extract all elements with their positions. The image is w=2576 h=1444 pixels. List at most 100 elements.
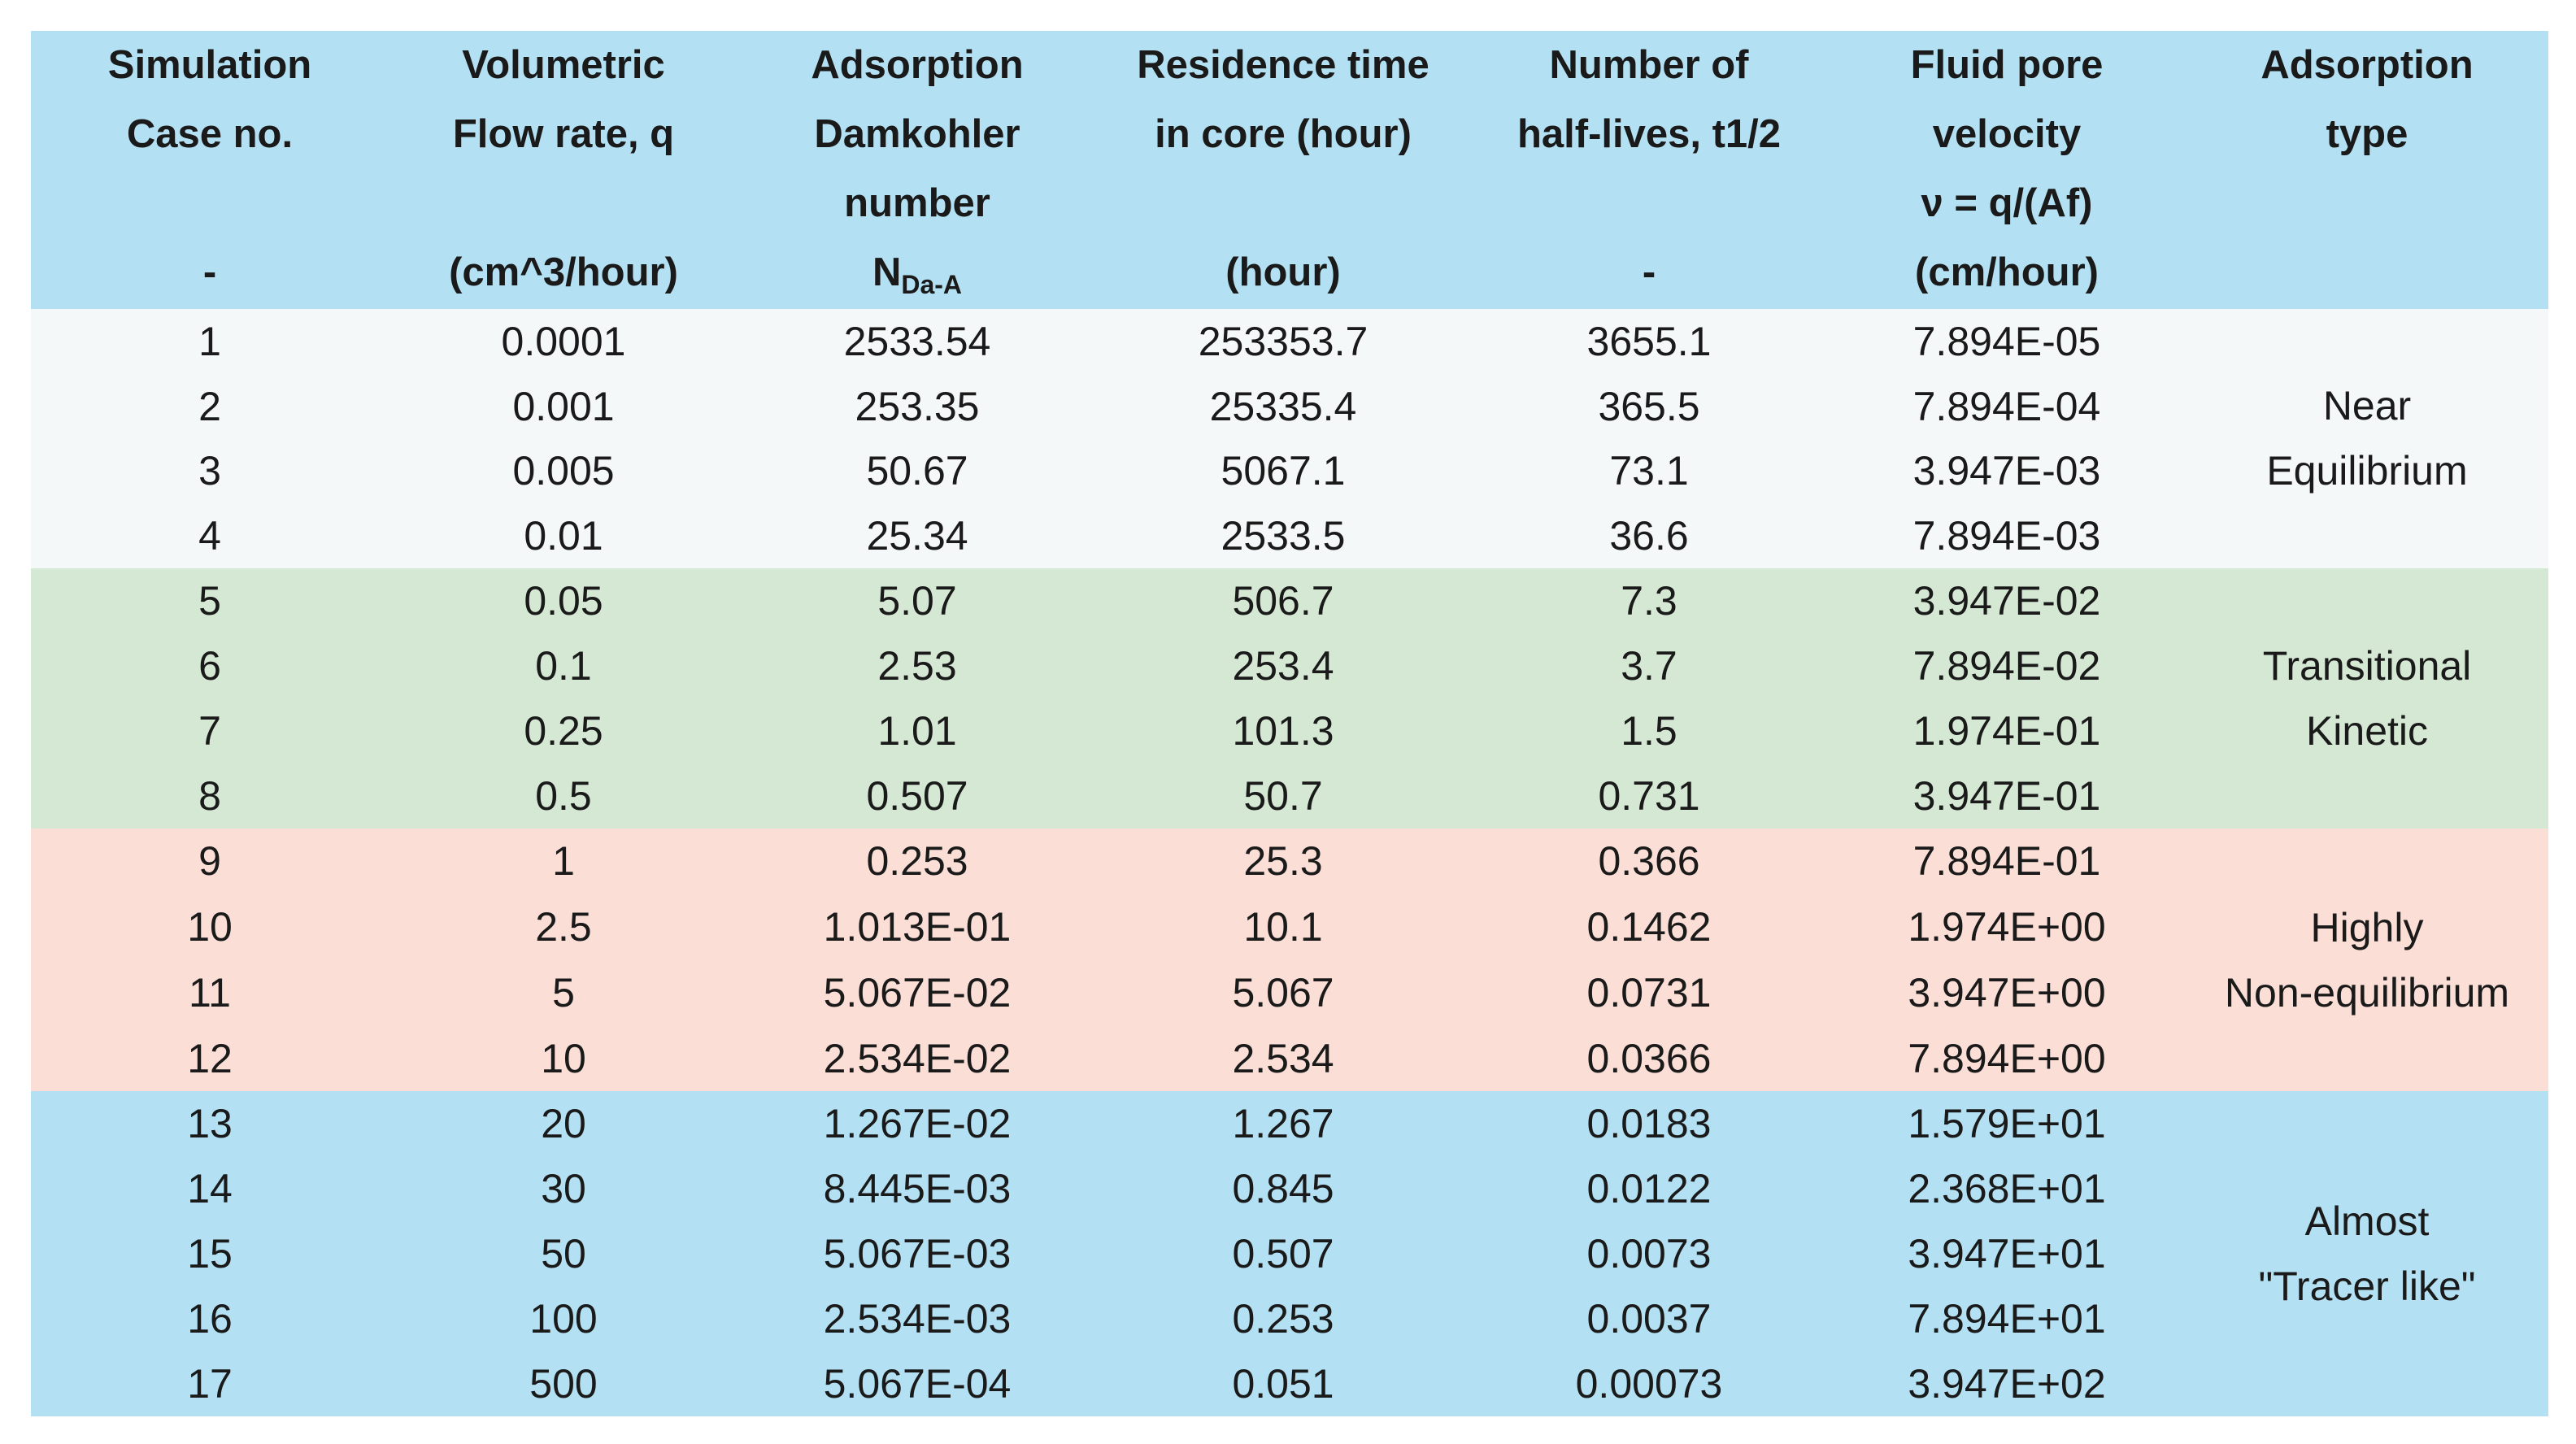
cell-pore-velocity: 7.894E+01 <box>1828 1286 2186 1351</box>
cell-residence-time: 101.3 <box>1096 698 1470 763</box>
cell-half-lives: 1.5 <box>1470 698 1828 763</box>
cell-flow-rate: 0.001 <box>389 373 738 439</box>
adsorption-type-label: Highly Non-equilibrium <box>2186 828 2548 1092</box>
cell-half-lives: 0.366 <box>1470 828 1828 894</box>
cell-flow-rate: 2.5 <box>389 894 738 960</box>
cell-half-lives: 3.7 <box>1470 633 1828 699</box>
cell-residence-time: 5.067 <box>1096 959 1470 1026</box>
cell-residence-time: 0.253 <box>1096 1286 1470 1351</box>
cell-case-number: 4 <box>31 503 389 569</box>
cell-flow-rate: 0.1 <box>389 633 738 699</box>
table-row: 6 0.1 2.53 253.4 3.7 7.894E-02 <box>31 633 2548 699</box>
cell-case-number: 7 <box>31 698 389 763</box>
cell-pore-velocity: 3.947E-01 <box>1828 763 2186 829</box>
cell-damkohler-number: 5.07 <box>738 568 1096 634</box>
cell-half-lives: 0.00073 <box>1470 1350 1828 1416</box>
cell-case-number: 5 <box>31 568 389 634</box>
cell-residence-time: 506.7 <box>1096 568 1470 634</box>
cell-residence-time: 0.051 <box>1096 1350 1470 1416</box>
cell-residence-time: 1.267 <box>1096 1091 1470 1157</box>
table-row: 15 50 5.067E-03 0.507 0.0073 3.947E+01 <box>31 1221 2548 1287</box>
cell-residence-time: 2.534 <box>1096 1025 1470 1092</box>
cell-residence-time: 10.1 <box>1096 894 1470 960</box>
cell-flow-rate: 0.0001 <box>389 308 738 374</box>
cell-damkohler-number: 1.01 <box>738 698 1096 763</box>
header-pore-velocity: Fluid pore velocity ν = q/(Af) (cm/hour) <box>1828 31 2186 309</box>
cell-case-number: 10 <box>31 894 389 960</box>
cell-case-number: 11 <box>31 959 389 1026</box>
adsorption-type-label: Almost "Tracer like" <box>2186 1091 2548 1416</box>
adsorption-type-label: Transitional Kinetic <box>2186 568 2548 829</box>
cell-pore-velocity: 7.894E+00 <box>1828 1025 2186 1092</box>
cell-flow-rate: 500 <box>389 1350 738 1416</box>
table-row: 8 0.5 0.507 50.7 0.731 3.947E-01 <box>31 763 2548 829</box>
table-row: 11 5 5.067E-02 5.067 0.0731 3.947E+00 <box>31 959 2548 1026</box>
cell-pore-velocity: 7.894E-03 <box>1828 503 2186 569</box>
cell-pore-velocity: 1.974E-01 <box>1828 698 2186 763</box>
table-row: 10 2.5 1.013E-01 10.1 0.1462 1.974E+00 <box>31 894 2548 960</box>
cell-flow-rate: 0.05 <box>389 568 738 634</box>
cell-case-number: 17 <box>31 1350 389 1416</box>
header-row: Simulation Case no. - Volumetric Flow ra… <box>31 31 2548 309</box>
cell-pore-velocity: 7.894E-02 <box>1828 633 2186 699</box>
cell-case-number: 9 <box>31 828 389 894</box>
table-row: 3 0.005 50.67 5067.1 73.1 3.947E-03 <box>31 438 2548 504</box>
cell-half-lives: 365.5 <box>1470 373 1828 439</box>
cell-pore-velocity: 3.947E+00 <box>1828 959 2186 1026</box>
cell-residence-time: 50.7 <box>1096 763 1470 829</box>
cell-case-number: 3 <box>31 438 389 504</box>
cell-damkohler-number: 253.35 <box>738 373 1096 439</box>
cell-pore-velocity: 1.579E+01 <box>1828 1091 2186 1157</box>
cell-pore-velocity: 3.947E-02 <box>1828 568 2186 634</box>
cell-pore-velocity: 1.974E+00 <box>1828 894 2186 960</box>
cell-half-lives: 0.1462 <box>1470 894 1828 960</box>
cell-pore-velocity: 3.947E-03 <box>1828 438 2186 504</box>
cell-flow-rate: 10 <box>389 1025 738 1092</box>
header-adsorption-type: Adsorption type <box>2186 31 2548 309</box>
cell-flow-rate: 50 <box>389 1221 738 1287</box>
cell-damkohler-number: 50.67 <box>738 438 1096 504</box>
table-row: 12 10 2.534E-02 2.534 0.0366 7.894E+00 <box>31 1025 2548 1092</box>
table-row: 14 30 8.445E-03 0.845 0.0122 2.368E+01 <box>31 1156 2548 1222</box>
cell-half-lives: 7.3 <box>1470 568 1828 634</box>
cell-flow-rate: 20 <box>389 1091 738 1157</box>
table-row: 4 0.01 25.34 2533.5 36.6 7.894E-03 <box>31 503 2548 569</box>
cell-damkohler-number: 2.534E-02 <box>738 1025 1096 1092</box>
table-row: 13 20 1.267E-02 1.267 0.0183 1.579E+01 Almost "… <box>31 1091 2548 1416</box>
cell-flow-rate: 0.5 <box>389 763 738 829</box>
cell-half-lives: 0.0731 <box>1470 959 1828 1026</box>
cell-case-number: 15 <box>31 1221 389 1287</box>
cell-half-lives: 0.0037 <box>1470 1286 1828 1351</box>
cell-residence-time: 5067.1 <box>1096 438 1470 504</box>
cell-residence-time: 25335.4 <box>1096 373 1470 439</box>
cell-case-number: 13 <box>31 1091 389 1157</box>
cell-flow-rate: 100 <box>389 1286 738 1351</box>
cell-damkohler-number: 0.253 <box>738 828 1096 894</box>
table-row: 2 0.001 253.35 25335.4 365.5 7.894E-04 <box>31 373 2548 439</box>
cell-case-number: 12 <box>31 1025 389 1092</box>
cell-case-number: 2 <box>31 373 389 439</box>
cell-case-number: 14 <box>31 1156 389 1222</box>
cell-case-number: 8 <box>31 763 389 829</box>
cell-half-lives: 36.6 <box>1470 503 1828 569</box>
table-row: 7 0.25 1.01 101.3 1.5 1.974E-01 <box>31 698 2548 763</box>
cell-residence-time: 2533.5 <box>1096 503 1470 569</box>
cell-damkohler-number: 0.507 <box>738 763 1096 829</box>
cell-flow-rate: 0.005 <box>389 438 738 504</box>
cell-damkohler-number: 2533.54 <box>738 308 1096 374</box>
table-row: 5 0.05 5.07 506.7 7.3 3.947E-02 Transitional Ki… <box>31 568 2548 829</box>
cell-damkohler-number: 8.445E-03 <box>738 1156 1096 1222</box>
cell-damkohler-number: 5.067E-02 <box>738 959 1096 1026</box>
cell-damkohler-number: 5.067E-04 <box>738 1350 1096 1416</box>
cell-damkohler-number: 1.013E-01 <box>738 894 1096 960</box>
cell-pore-velocity: 2.368E+01 <box>1828 1156 2186 1222</box>
header-half-lives: Number of half-lives, t1/2 - <box>1470 31 1828 309</box>
cell-flow-rate: 0.25 <box>389 698 738 763</box>
cell-damkohler-number: 5.067E-03 <box>738 1221 1096 1287</box>
cell-half-lives: 0.0366 <box>1470 1025 1828 1092</box>
cell-half-lives: 0.0183 <box>1470 1091 1828 1157</box>
cell-flow-rate: 5 <box>389 959 738 1026</box>
adsorption-type-label: Near Equilibrium <box>2186 308 2548 569</box>
table-row: 1 0.0001 2533.54 253353.7 3655.1 7.894E-05 Nea… <box>31 308 2548 569</box>
cell-damkohler-number: 2.534E-03 <box>738 1286 1096 1351</box>
